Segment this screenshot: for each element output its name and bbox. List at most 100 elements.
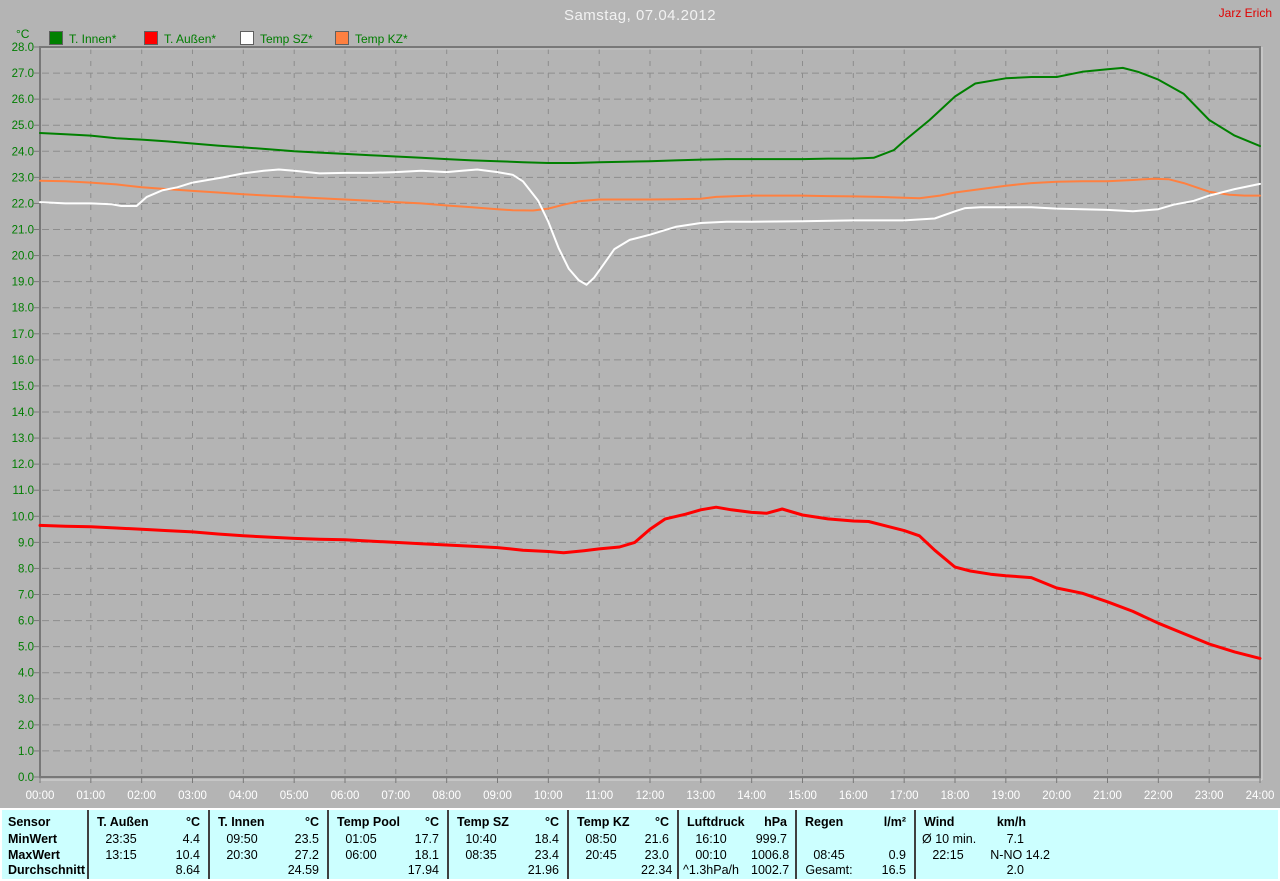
y-axis-label: 21.0 xyxy=(12,225,34,237)
y-axis-label: 17.0 xyxy=(12,329,34,341)
table-cell-time: 20:45 xyxy=(585,848,617,862)
table-cell-value: 10.4 xyxy=(175,848,200,862)
x-axis-label: 16:00 xyxy=(839,790,868,802)
table-cell-value: 16.5 xyxy=(881,863,906,877)
x-axis-label: 17:00 xyxy=(890,790,919,802)
table-cell-time: 09:50 xyxy=(226,832,258,846)
table-cell-time: 08:45 xyxy=(813,848,845,862)
table-header-name: Regen xyxy=(805,815,844,829)
table-cell-value: 17.7 xyxy=(414,832,439,846)
y-axis-label: 5.0 xyxy=(18,642,34,654)
x-axis-label: 22:00 xyxy=(1144,790,1173,802)
x-axis-label: 06:00 xyxy=(331,790,360,802)
table-cell-value: 17.94 xyxy=(407,863,439,877)
y-axis-label: 12.0 xyxy=(12,459,34,471)
x-axis-label: 10:00 xyxy=(534,790,563,802)
table-cell-value: 22.34 xyxy=(641,863,673,877)
y-axis-label: 26.0 xyxy=(12,94,34,106)
column-separator xyxy=(327,810,329,879)
legend-item-label: Temp KZ* xyxy=(355,32,408,46)
table-cell-value: 4.4 xyxy=(182,832,200,846)
x-axis-label: 23:00 xyxy=(1195,790,1224,802)
table-header-name: T. Innen xyxy=(218,815,265,829)
table-header-unit: °C xyxy=(544,815,559,829)
legend-item: T. Innen* xyxy=(49,30,117,46)
column-separator xyxy=(447,810,449,879)
y-axis-label: 6.0 xyxy=(18,616,34,628)
y-axis-label: 24.0 xyxy=(12,146,34,158)
table-cell-time: 10:40 xyxy=(465,832,497,846)
table-cell-value: 21.96 xyxy=(527,863,559,877)
legend-item: Temp SZ* xyxy=(240,30,313,46)
y-axis-label: 1.0 xyxy=(18,746,34,758)
temperature-chart: 0.0 1.0 2.0 3.0 4.0 5.0 6.0 7.0 8.0 9.0 10.0 11.0 12… xyxy=(12,42,1275,802)
x-axis-label: 18:00 xyxy=(941,790,970,802)
table-cell-time: Ø 10 min. xyxy=(922,832,977,846)
y-axis-label: 23.0 xyxy=(12,172,34,184)
table-header-name: T. Außen xyxy=(97,815,149,829)
legend-item-label: T. Außen* xyxy=(164,32,217,46)
column-separator xyxy=(567,810,569,879)
y-axis-label: 2.0 xyxy=(18,720,34,732)
y-axis-unit-label: °C xyxy=(16,27,30,41)
x-axis-label: 00:00 xyxy=(26,790,55,802)
table-cell-value: 23.0 xyxy=(644,848,669,862)
series-line-temp-kz xyxy=(39,177,1261,212)
table-cell-value: 23.4 xyxy=(534,848,559,862)
table-cell-time: 16:10 xyxy=(695,832,727,846)
x-axis-label: 11:00 xyxy=(585,790,613,802)
table-header-unit: km/h xyxy=(996,815,1026,829)
x-axis-label: 01:00 xyxy=(76,790,105,802)
x-axis-label: 24:00 xyxy=(1246,790,1275,802)
y-axis-label: 10.0 xyxy=(12,511,34,523)
page-title: Samstag, 07.04.2012 xyxy=(563,7,717,24)
table-header-name: Luftdruck xyxy=(687,815,745,829)
table-cell-time: 06:00 xyxy=(345,848,377,862)
y-axis-label: 14.0 xyxy=(12,407,34,419)
legend-swatch-t-aussen xyxy=(144,31,158,45)
x-axis-label: 08:00 xyxy=(432,790,461,802)
y-axis-label: 9.0 xyxy=(18,537,34,549)
legend-item: T. Außen* xyxy=(144,30,217,46)
legend-swatch-temp-kz xyxy=(335,31,349,45)
x-axis-label: 03:00 xyxy=(178,790,207,802)
table-cell-time: ^1.3hPa/h xyxy=(683,863,739,877)
column-separator xyxy=(87,810,89,879)
table-row-label: MinWert xyxy=(8,832,58,846)
y-axis-label: 22.0 xyxy=(12,198,34,210)
legend-item-label: T. Innen* xyxy=(69,32,117,46)
x-axis-label: 09:00 xyxy=(483,790,512,802)
table-header-name: Temp KZ xyxy=(577,815,630,829)
table-cell-value: 0.9 xyxy=(888,848,906,862)
series-line-t-au-en xyxy=(38,505,1262,660)
table-cell-time: 20:30 xyxy=(226,848,258,862)
y-axis-label: 7.0 xyxy=(18,590,34,602)
y-axis-label: 15.0 xyxy=(12,381,34,393)
table-cell-time: 22:15 xyxy=(932,848,964,862)
x-axis-label: 05:00 xyxy=(280,790,309,802)
series-line-t-innen xyxy=(39,66,1261,164)
table-header-name: Wind xyxy=(924,815,955,829)
table-cell-time: 23:35 xyxy=(105,832,137,846)
legend-swatch-temp-sz xyxy=(240,31,254,45)
series-line-temp-sz xyxy=(39,168,1261,286)
x-axis-label: 14:00 xyxy=(737,790,766,802)
y-axis-label: 13.0 xyxy=(12,433,34,445)
table-header-name: Temp Pool xyxy=(337,815,400,829)
table-cell-value: 18.4 xyxy=(534,832,559,846)
table-cell-time: Gesamt: xyxy=(805,863,853,877)
x-axis-label: 12:00 xyxy=(636,790,665,802)
column-separator xyxy=(795,810,797,879)
x-axis-label: 19:00 xyxy=(991,790,1020,802)
table-header-unit: °C xyxy=(304,815,319,829)
table-cell-value: 1006.8 xyxy=(751,848,790,862)
table-cell-time: 01:05 xyxy=(345,832,377,846)
table-cell-time: 00:10 xyxy=(695,848,727,862)
legend-item-label: Temp SZ* xyxy=(260,32,313,46)
table-header-unit: °C xyxy=(185,815,200,829)
y-axis-label: 19.0 xyxy=(12,277,34,289)
table-cell-time: 08:35 xyxy=(465,848,497,862)
y-axis-label: 28.0 xyxy=(12,42,34,54)
column-separator xyxy=(914,810,916,879)
